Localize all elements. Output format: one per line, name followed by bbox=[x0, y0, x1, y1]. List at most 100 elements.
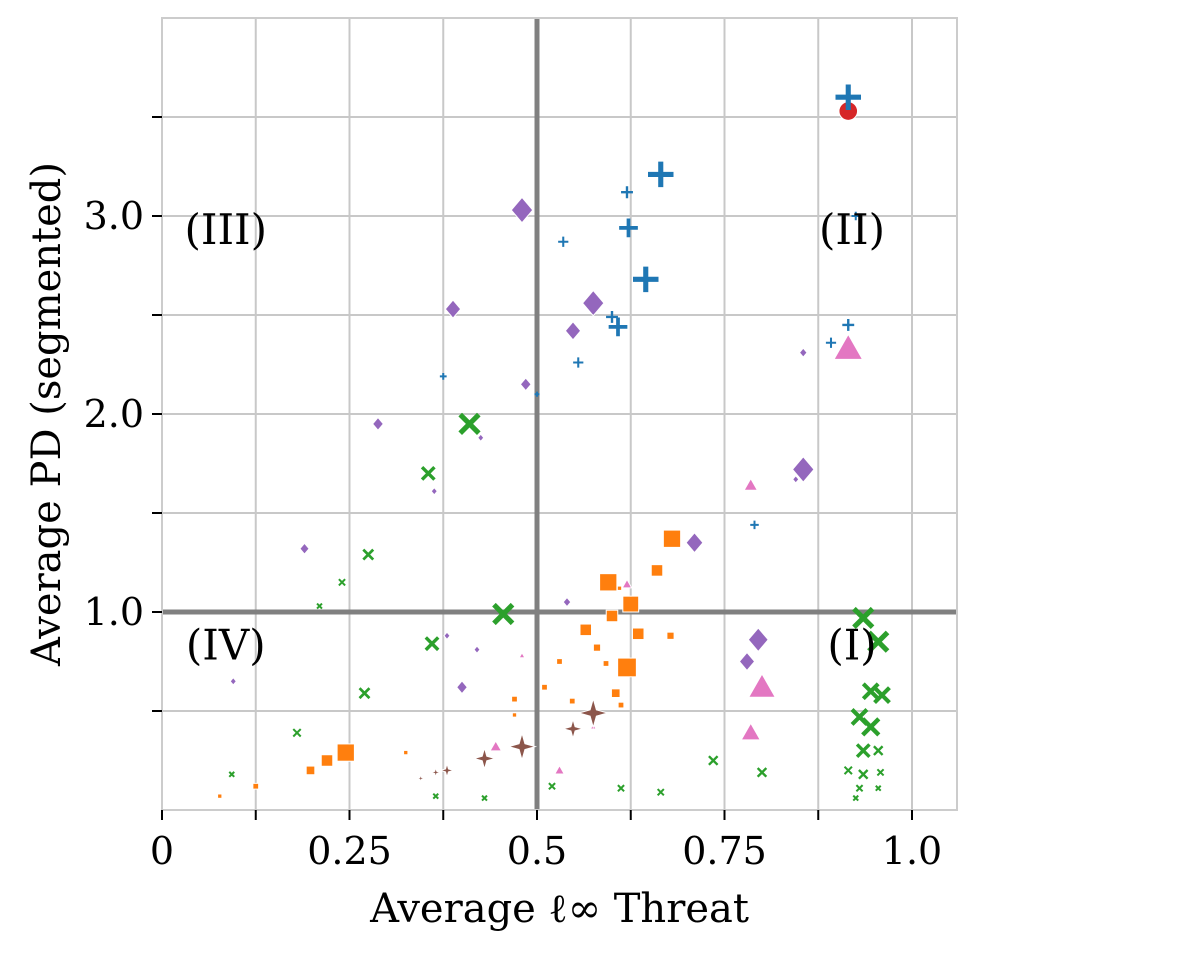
diamond-marker bbox=[510, 196, 534, 224]
square-marker bbox=[217, 793, 223, 799]
x-marker bbox=[843, 765, 853, 775]
x-marker bbox=[861, 682, 880, 701]
diamond-marker bbox=[473, 645, 481, 654]
y-axis-label: Average PD (segmented) bbox=[24, 162, 70, 667]
square-marker bbox=[511, 695, 518, 703]
plus-marker bbox=[534, 391, 540, 397]
square-marker bbox=[662, 529, 682, 548]
diamond-marker bbox=[430, 486, 438, 496]
square-marker bbox=[579, 623, 593, 637]
square-marker bbox=[610, 688, 621, 698]
x-marker bbox=[420, 465, 436, 481]
x-marker bbox=[481, 794, 488, 802]
diamond-marker bbox=[519, 377, 532, 392]
square-marker bbox=[305, 765, 316, 776]
diamond-marker bbox=[443, 631, 451, 641]
x-marker bbox=[708, 755, 719, 766]
square-marker bbox=[511, 712, 518, 718]
quadrant-label: (IV) bbox=[186, 621, 266, 670]
x-marker bbox=[316, 602, 323, 610]
triangle-marker bbox=[553, 764, 566, 775]
square-marker bbox=[622, 595, 640, 613]
x-tick-label: 0 bbox=[150, 829, 174, 873]
x-tick-label: 1.0 bbox=[882, 829, 942, 873]
x-marker bbox=[855, 784, 864, 793]
square-marker bbox=[602, 660, 610, 667]
square-marker bbox=[320, 754, 334, 767]
diamond-marker bbox=[581, 289, 605, 317]
triangle-marker bbox=[740, 722, 762, 741]
plus-marker bbox=[573, 357, 584, 368]
triangle-marker bbox=[833, 333, 864, 360]
x-marker bbox=[852, 606, 875, 630]
square-marker bbox=[666, 631, 675, 640]
plus-marker bbox=[606, 311, 618, 323]
diamond-marker bbox=[791, 456, 815, 483]
x-marker bbox=[861, 717, 881, 737]
x-marker bbox=[338, 578, 346, 587]
x-marker bbox=[873, 686, 891, 705]
square-marker bbox=[403, 749, 409, 756]
square-marker bbox=[336, 743, 355, 762]
plus-marker bbox=[842, 318, 855, 331]
star-marker bbox=[415, 772, 427, 784]
plus-marker bbox=[851, 211, 860, 221]
x-marker bbox=[852, 794, 859, 802]
diamond-marker bbox=[564, 321, 582, 341]
plus-marker bbox=[633, 266, 659, 293]
diamond-marker bbox=[477, 433, 485, 443]
x-marker bbox=[424, 636, 440, 652]
plus-marker bbox=[558, 236, 569, 247]
diamond-marker bbox=[299, 542, 310, 555]
quadrant-label: (II) bbox=[819, 205, 885, 254]
diamond-marker bbox=[747, 627, 769, 653]
triangle-marker bbox=[621, 578, 633, 589]
x-marker bbox=[875, 785, 882, 792]
plus-marker bbox=[439, 372, 447, 380]
diamond-marker bbox=[738, 651, 756, 672]
x-marker bbox=[656, 788, 665, 796]
square-marker bbox=[592, 643, 602, 652]
diamond-marker bbox=[455, 680, 469, 695]
star-marker bbox=[506, 731, 538, 762]
quadrant-label: (I) bbox=[827, 621, 876, 670]
x-axis-label: Average ℓ∞ Threat bbox=[369, 886, 749, 932]
star-marker bbox=[429, 765, 443, 779]
square-marker bbox=[650, 564, 664, 577]
diamond-marker bbox=[229, 676, 237, 686]
y-tick-label: 1.0 bbox=[84, 590, 144, 634]
square-marker bbox=[252, 782, 260, 790]
triangle-marker bbox=[489, 739, 503, 752]
x-marker bbox=[292, 728, 302, 738]
star-marker bbox=[438, 761, 456, 779]
square-marker bbox=[541, 683, 548, 691]
diamond-marker bbox=[444, 299, 462, 319]
x-marker bbox=[548, 782, 556, 791]
x-marker bbox=[756, 767, 768, 778]
axis-ticks: 0 0.25 0.5 0.75 1.0 1.0 2.0 3.0 bbox=[84, 116, 942, 873]
plus-marker bbox=[835, 84, 861, 110]
x-marker bbox=[617, 784, 625, 793]
x-marker bbox=[867, 630, 890, 653]
x-marker bbox=[873, 745, 884, 756]
diamond-marker bbox=[685, 532, 704, 554]
grid-lines bbox=[161, 18, 957, 810]
reference-lines bbox=[162, 18, 957, 810]
plus-marker bbox=[608, 317, 628, 337]
diamond-marker bbox=[371, 416, 385, 431]
y-tick-label: 3.0 bbox=[84, 194, 144, 238]
square-marker bbox=[617, 657, 637, 678]
quadrant-labels: (I) (II) (III) (IV) bbox=[184, 205, 885, 670]
triangle-marker bbox=[518, 651, 526, 659]
y-tick-label: 2.0 bbox=[84, 392, 144, 436]
x-marker bbox=[876, 768, 885, 777]
star-marker bbox=[472, 746, 497, 771]
plus-marker bbox=[825, 337, 837, 348]
x-tick-label: 0.5 bbox=[507, 829, 567, 873]
square-marker bbox=[617, 701, 625, 709]
square-marker bbox=[631, 627, 645, 641]
plus-marker bbox=[619, 218, 638, 238]
x-marker bbox=[358, 687, 371, 700]
square-marker bbox=[599, 573, 618, 592]
